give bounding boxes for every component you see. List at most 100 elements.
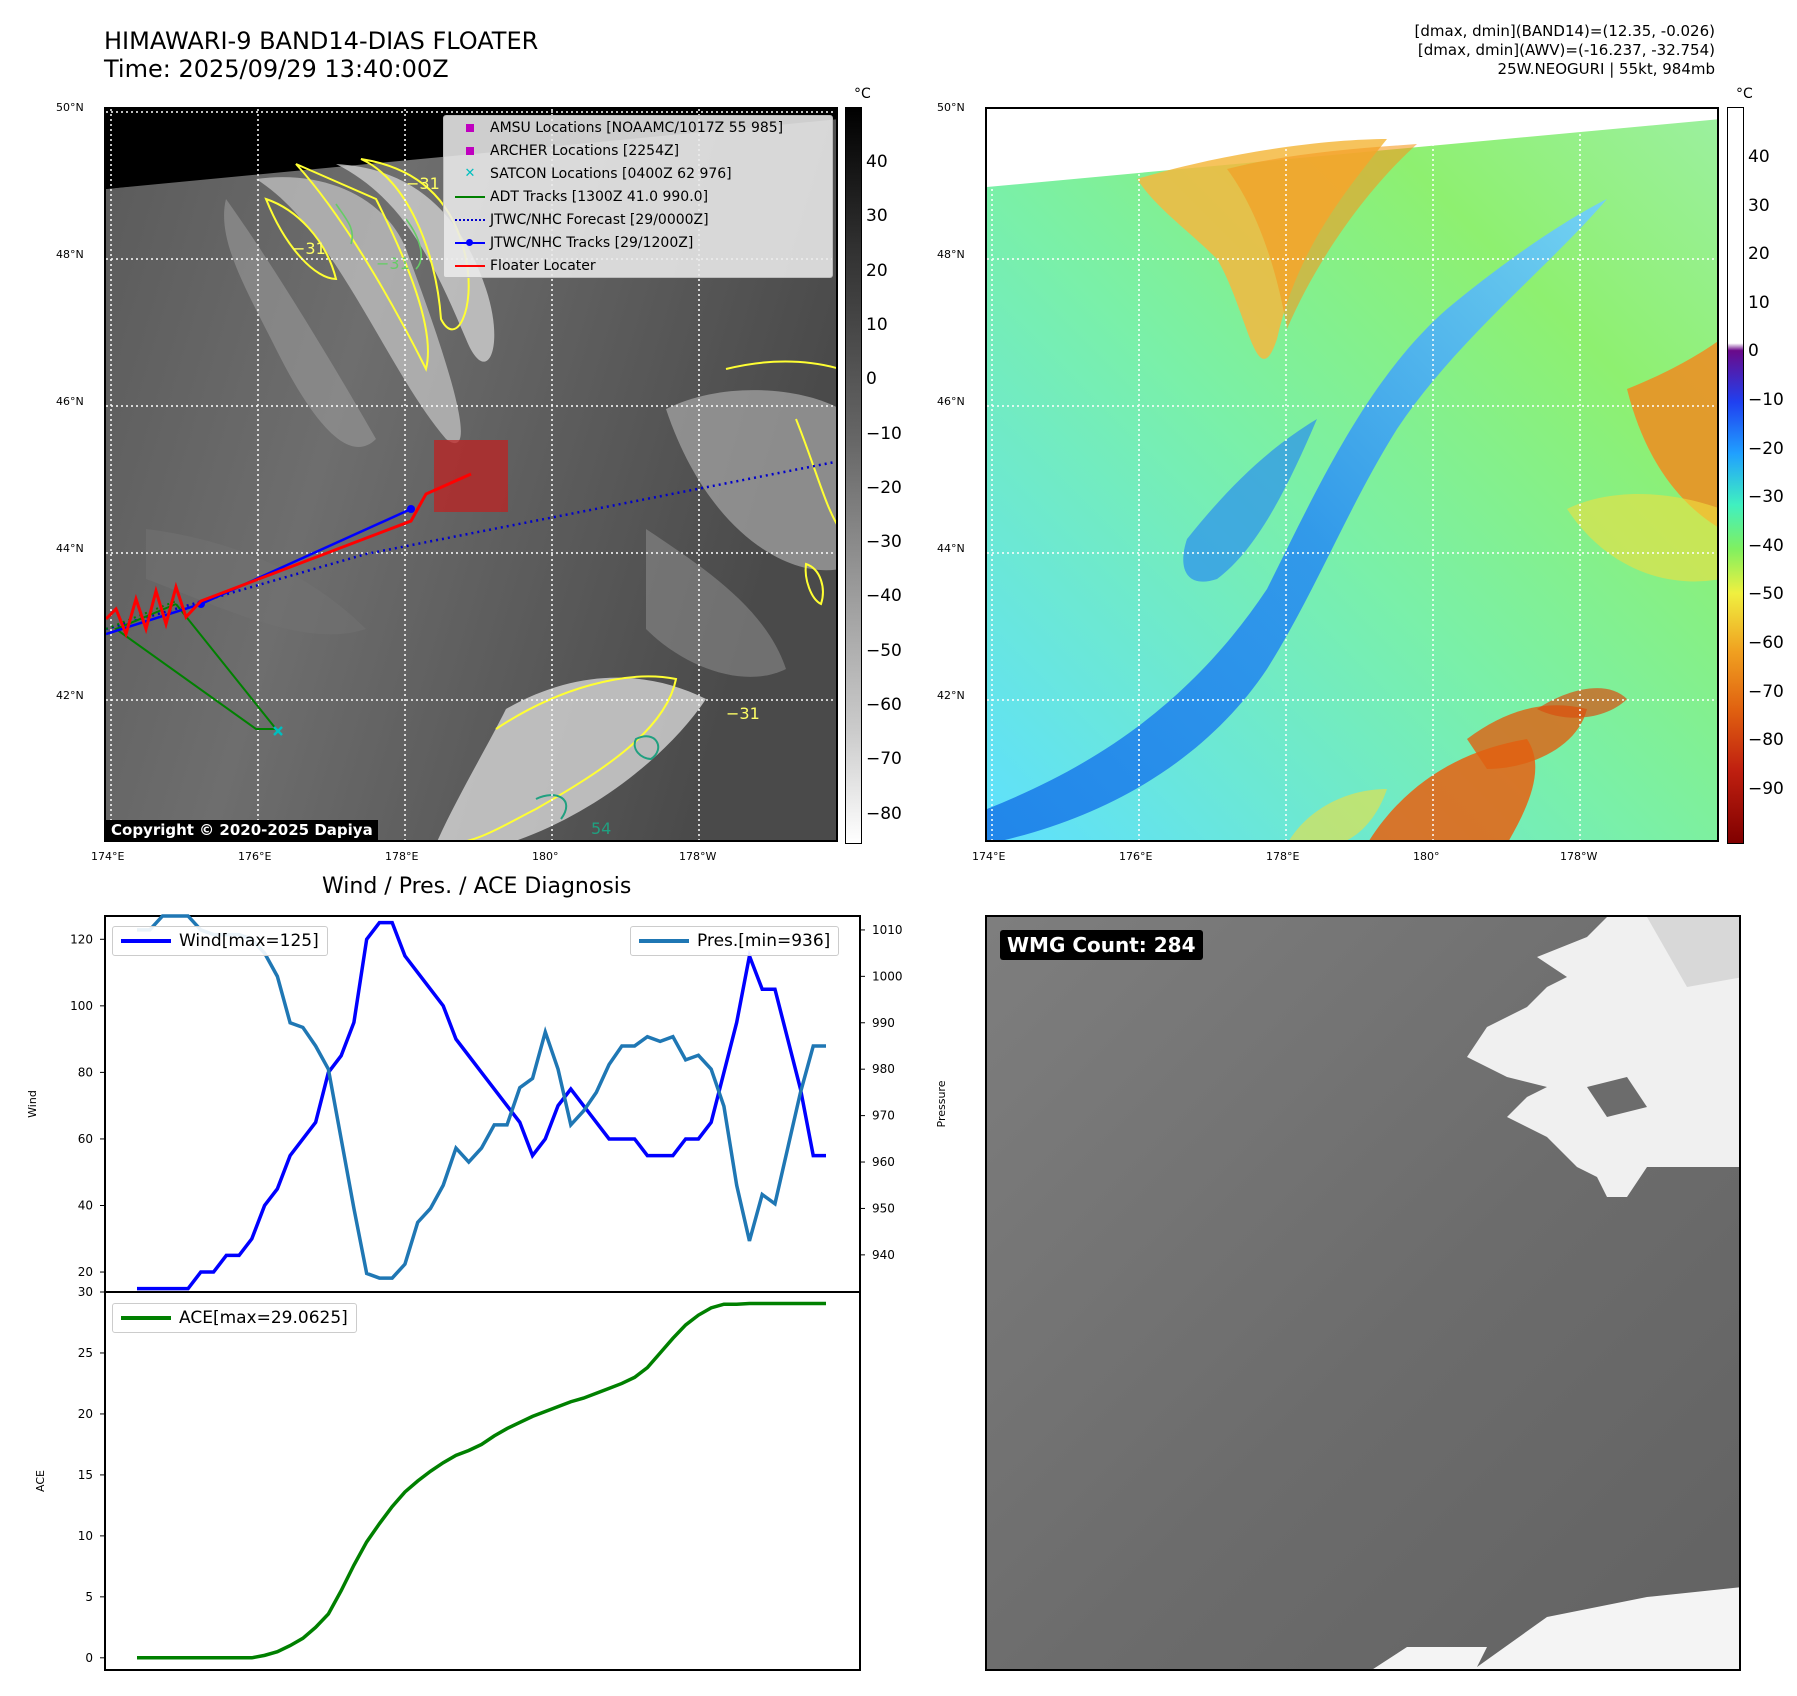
awv-colorbar-tick: 30 <box>1748 195 1770 216</box>
wmg-image <box>1373 917 1739 1669</box>
info-line-1: [dmax, dmin](BAND14)=(12.35, -0.026) <box>1414 22 1715 40</box>
awv-colorbar-tick: 10 <box>1748 292 1770 313</box>
ace-legend: ACE[max=29.0625] <box>112 1303 357 1333</box>
legend-symbol <box>450 123 490 132</box>
ir-legend-item: JTWC/NHC Tracks [29/1200Z] <box>444 231 832 254</box>
ir-legend-item: ARCHER Locations [2254Z] <box>444 139 832 162</box>
awv-colorbar-tick: −60 <box>1748 633 1784 653</box>
ace-series-line <box>137 1301 826 1660</box>
legend-label: AMSU Locations [NOAAMC/1017Z 55 985] <box>490 119 784 136</box>
lon-label: 178°E <box>1266 850 1300 863</box>
ace-tick-label: 15 <box>78 1468 93 1482</box>
lon-label: 178°E <box>385 850 419 863</box>
lat-label: 42°N <box>937 689 965 702</box>
wind-legend-label: Wind[max=125] <box>179 931 319 951</box>
wind-legend-swatch <box>121 939 171 943</box>
contour-label: 54 <box>591 819 611 838</box>
wind-axis-label: Wind <box>26 1090 39 1118</box>
legend-label: JTWC/NHC Tracks [29/1200Z] <box>490 234 694 251</box>
lon-label: 178°W <box>679 850 717 863</box>
lon-label: 176°E <box>1119 850 1153 863</box>
pressure-axis-label: Pressure <box>935 1080 948 1127</box>
wmg-panel: WMG Count: 284 <box>985 915 1741 1671</box>
legend-symbol <box>450 195 490 198</box>
pressure-tick-label: 940 <box>872 1248 895 1262</box>
awv-colorbar-tick: 20 <box>1748 244 1770 265</box>
ace-plot-frame <box>104 1291 861 1671</box>
floater-track <box>106 472 472 639</box>
title-line-2: Time: 2025/09/29 13:40:00Z <box>104 55 449 83</box>
ir-colorbar-tick: −70 <box>866 749 902 770</box>
storm-info: [dmax, dmin](BAND14)=(12.35, -0.026) [dm… <box>1415 22 1715 79</box>
ace-tick-label: 25 <box>78 1346 93 1360</box>
lat-label: 50°N <box>56 101 84 114</box>
awv-colorbar-tick: −70 <box>1748 681 1784 702</box>
info-line-2: [dmax, dmin](AWV)=(-16.237, -32.754) <box>1417 41 1715 59</box>
awv-colorbar-unit: °C <box>1736 86 1753 102</box>
ir-colorbar <box>845 107 862 844</box>
ir-legend-item: ✕ SATCON Locations [0400Z 62 976] <box>444 162 832 185</box>
ace-tick-label: 10 <box>78 1529 93 1543</box>
lat-label: 46°N <box>937 395 965 408</box>
pressure-series-line <box>137 914 826 1280</box>
awv-colorbar-tick: 40 <box>1748 147 1770 167</box>
wind-tick-label: 60 <box>78 1132 93 1146</box>
main-title: HIMAWARI-9 BAND14-DIAS FLOATER Time: 202… <box>104 27 538 83</box>
wind-tick-label: 80 <box>78 1065 93 1079</box>
legend-symbol <box>450 264 490 267</box>
lon-label: 180° <box>532 850 559 863</box>
adt-track <box>113 603 279 730</box>
lat-label: 44°N <box>937 542 965 555</box>
lon-label: 180° <box>1413 850 1440 863</box>
pressure-legend: Pres.[min=936] <box>630 926 840 956</box>
ir-colorbar-tick: 0 <box>866 369 877 390</box>
contour-label: −31 <box>292 239 326 258</box>
ir-colorbar-unit: °C <box>854 86 871 102</box>
ir-legend-item: Floater Locater <box>444 254 832 277</box>
legend-label: ARCHER Locations [2254Z] <box>490 142 680 159</box>
pressure-tick-label: 1010 <box>872 923 903 937</box>
lat-label: 44°N <box>56 542 84 555</box>
forecast-track <box>106 460 836 631</box>
legend-symbol <box>450 146 490 155</box>
lon-label: 174°E <box>972 850 1006 863</box>
legend-symbol <box>450 218 490 221</box>
pressure-tick-label: 970 <box>872 1109 895 1123</box>
pressure-legend-label: Pres.[min=936] <box>697 931 831 951</box>
lon-label: 178°W <box>1560 850 1598 863</box>
contour-label: −31 <box>406 174 440 193</box>
awv-colorbar-tick: −50 <box>1748 584 1784 605</box>
ir-legend: AMSU Locations [NOAAMC/1017Z 55 985] ARCH… <box>443 115 833 278</box>
ace-legend-label: ACE[max=29.0625] <box>179 1308 348 1328</box>
ace-tick-label: 0 <box>85 1651 93 1665</box>
lat-label: 48°N <box>56 248 84 261</box>
awv-colorbar <box>1727 107 1744 844</box>
lat-label: 50°N <box>937 101 965 114</box>
lat-label: 42°N <box>56 689 84 702</box>
pressure-tick-label: 950 <box>872 1201 895 1215</box>
info-line-3: 25W.NEOGURI | 55kt, 984mb <box>1497 60 1715 78</box>
diagnosis-title: Wind / Pres. / ACE Diagnosis <box>322 874 632 899</box>
contour-label: −31 <box>726 704 760 723</box>
wind-tick-label: 20 <box>78 1265 93 1279</box>
lat-label: 48°N <box>937 248 965 261</box>
ir-colorbar-tick: −20 <box>866 477 902 498</box>
legend-label: JTWC/NHC Forecast [29/0000Z] <box>490 211 709 228</box>
lon-label: 176°E <box>238 850 272 863</box>
awv-map-image <box>987 109 1717 840</box>
ir-colorbar-tick: −30 <box>866 532 902 553</box>
ir-colorbar-tick: −10 <box>866 423 902 444</box>
pressure-tick-label: 1000 <box>872 969 903 983</box>
lat-label: 46°N <box>56 395 84 408</box>
ir-map-panel: −31 −31 −31 54 −31 Copyright © 2020-2025 <box>104 107 838 842</box>
ir-legend-item: AMSU Locations [NOAAMC/1017Z 55 985] <box>444 116 832 139</box>
ir-legend-item: ADT Tracks [1300Z 41.0 990.0] <box>444 185 832 208</box>
ir-colorbar-tick: −60 <box>866 695 902 715</box>
floater-box <box>434 440 508 512</box>
pressure-tick-label: 990 <box>872 1016 895 1030</box>
awv-colorbar-tick: −20 <box>1748 438 1784 459</box>
title-line-1: HIMAWARI-9 BAND14-DIAS FLOATER <box>104 27 539 55</box>
awv-gridlines <box>987 109 1717 840</box>
ir-colorbar-tick: 10 <box>866 314 888 335</box>
